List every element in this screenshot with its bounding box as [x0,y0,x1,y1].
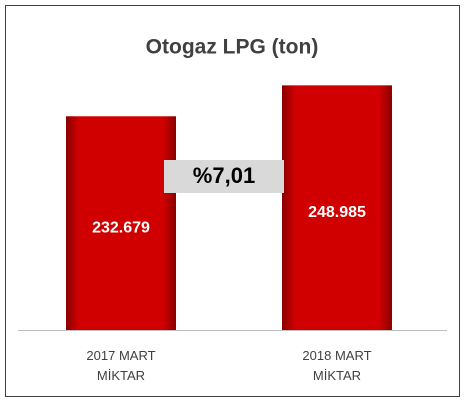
x-tick-label: 2017 MART MİKTAR [86,348,156,383]
bar [66,116,176,331]
value-label: 248.985 [308,204,366,221]
bar [282,85,392,331]
annotation-box [164,160,284,193]
value-label: 232.679 [92,219,150,236]
chart-title: Otogaz LPG (ton) [146,36,319,59]
annotation: %7,01 [193,163,255,188]
x-tick-label: 2018 MART MİKTAR [302,348,372,383]
